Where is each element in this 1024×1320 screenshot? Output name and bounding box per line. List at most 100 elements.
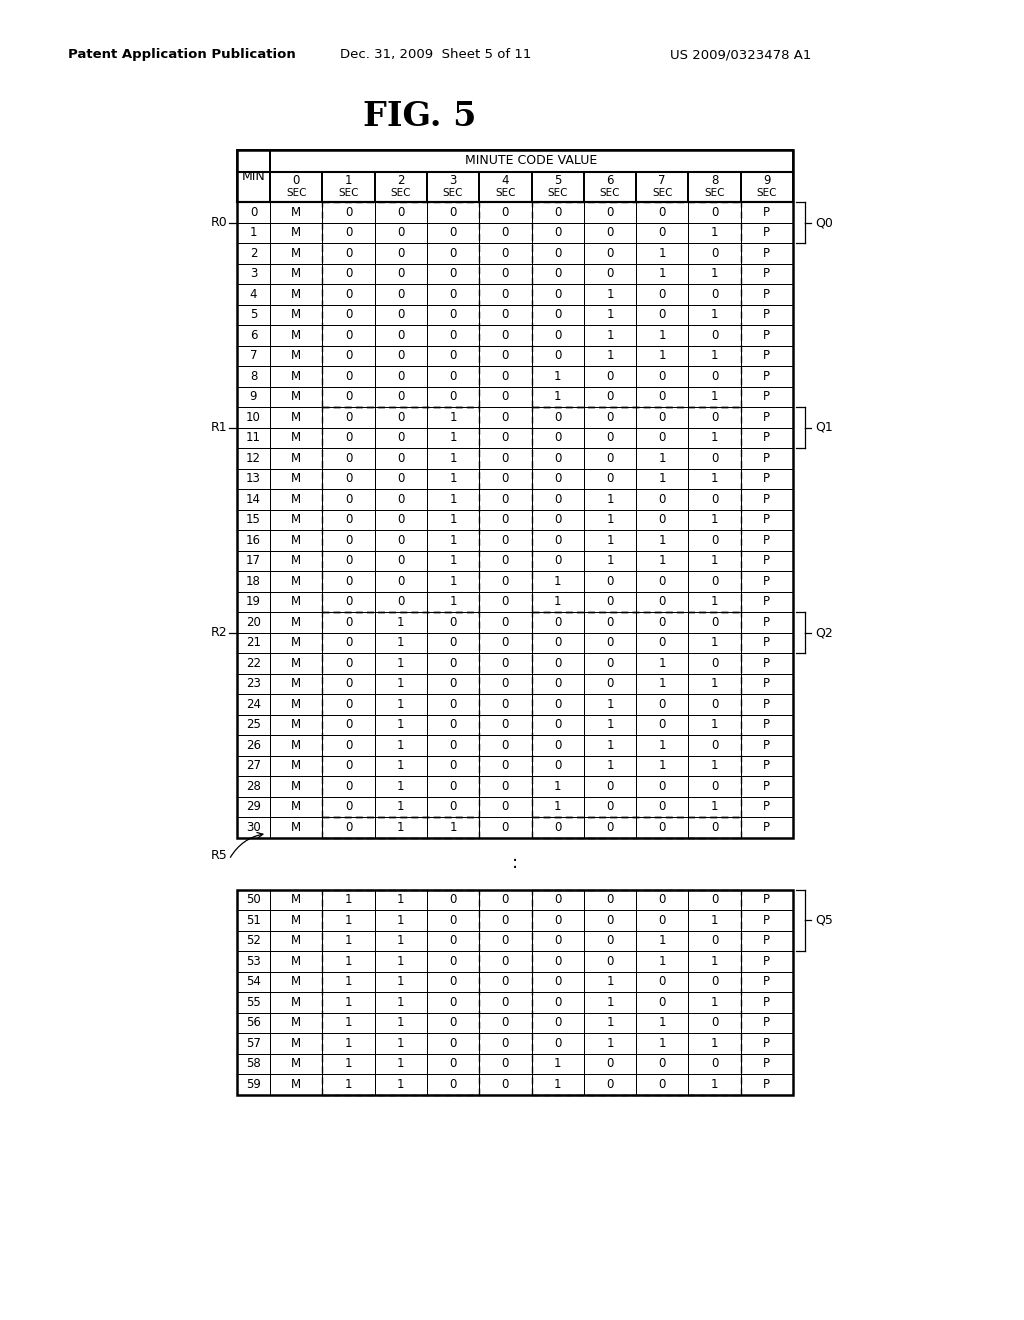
Bar bbox=[323, 776, 375, 796]
Bar bbox=[584, 264, 636, 284]
Text: M: M bbox=[291, 1077, 301, 1090]
Bar bbox=[323, 931, 375, 950]
Bar bbox=[479, 890, 531, 909]
Text: 1: 1 bbox=[711, 350, 718, 362]
Bar bbox=[584, 694, 636, 714]
Text: 0: 0 bbox=[606, 780, 613, 793]
Bar bbox=[740, 1034, 793, 1053]
Bar bbox=[479, 673, 531, 694]
Bar bbox=[688, 735, 740, 755]
Bar bbox=[740, 776, 793, 796]
Text: 0: 0 bbox=[293, 174, 300, 187]
Bar bbox=[740, 931, 793, 950]
Bar bbox=[479, 387, 531, 407]
Bar bbox=[688, 1034, 740, 1053]
Text: 0: 0 bbox=[450, 615, 457, 628]
Text: 0: 0 bbox=[711, 975, 718, 989]
Bar bbox=[531, 1074, 584, 1094]
Bar bbox=[636, 202, 688, 223]
Text: 0: 0 bbox=[397, 370, 404, 383]
Text: 0: 0 bbox=[711, 288, 718, 301]
Bar bbox=[427, 447, 479, 469]
Text: 1: 1 bbox=[658, 329, 666, 342]
Text: P: P bbox=[763, 975, 770, 989]
Bar bbox=[740, 469, 793, 488]
Bar bbox=[531, 387, 584, 407]
Bar bbox=[531, 931, 584, 950]
Text: 30: 30 bbox=[246, 821, 261, 834]
Bar bbox=[688, 591, 740, 612]
Text: 0: 0 bbox=[450, 677, 457, 690]
Bar bbox=[427, 591, 479, 612]
Text: 4: 4 bbox=[502, 174, 509, 187]
Text: SEC: SEC bbox=[390, 187, 411, 198]
Bar bbox=[270, 714, 323, 735]
Text: 0: 0 bbox=[554, 759, 561, 772]
Text: 1: 1 bbox=[397, 780, 404, 793]
Bar bbox=[375, 325, 427, 346]
Text: 1: 1 bbox=[345, 894, 352, 907]
Bar bbox=[237, 488, 270, 510]
Bar bbox=[740, 223, 793, 243]
Text: 0: 0 bbox=[606, 1057, 613, 1071]
Bar bbox=[270, 243, 323, 264]
Bar bbox=[636, 469, 688, 488]
Bar bbox=[688, 488, 740, 510]
Text: SEC: SEC bbox=[286, 187, 306, 198]
Bar bbox=[531, 550, 584, 572]
Text: 0: 0 bbox=[345, 473, 352, 486]
Text: 0: 0 bbox=[502, 636, 509, 649]
Text: 0: 0 bbox=[397, 432, 404, 445]
Text: 1: 1 bbox=[711, 595, 718, 609]
Text: 0: 0 bbox=[554, 513, 561, 527]
Text: 16: 16 bbox=[246, 533, 261, 546]
Bar bbox=[323, 510, 375, 531]
Bar bbox=[427, 243, 479, 264]
Text: P: P bbox=[763, 800, 770, 813]
Text: 1: 1 bbox=[397, 800, 404, 813]
Text: M: M bbox=[291, 1057, 301, 1071]
Text: SEC: SEC bbox=[548, 187, 568, 198]
Bar bbox=[270, 673, 323, 694]
Bar bbox=[636, 284, 688, 305]
Text: 1: 1 bbox=[711, 759, 718, 772]
Text: R0: R0 bbox=[210, 216, 227, 228]
Bar bbox=[323, 447, 375, 469]
Bar bbox=[270, 346, 323, 366]
Text: 0: 0 bbox=[554, 1016, 561, 1030]
Bar bbox=[740, 572, 793, 591]
Bar bbox=[237, 510, 270, 531]
Text: 0: 0 bbox=[450, 657, 457, 669]
Text: 0: 0 bbox=[345, 718, 352, 731]
Text: 1: 1 bbox=[450, 554, 457, 568]
Text: 0: 0 bbox=[345, 267, 352, 280]
Text: 1: 1 bbox=[658, 473, 666, 486]
Bar bbox=[270, 694, 323, 714]
Bar bbox=[427, 366, 479, 387]
Text: 0: 0 bbox=[450, 913, 457, 927]
Bar bbox=[237, 550, 270, 572]
Bar bbox=[688, 550, 740, 572]
Text: 1: 1 bbox=[397, 615, 404, 628]
Text: M: M bbox=[291, 615, 301, 628]
Text: 1: 1 bbox=[711, 995, 718, 1008]
Bar bbox=[323, 469, 375, 488]
Bar bbox=[531, 243, 584, 264]
Text: 0: 0 bbox=[397, 574, 404, 587]
Bar bbox=[427, 223, 479, 243]
Bar bbox=[636, 612, 688, 632]
Text: P: P bbox=[763, 554, 770, 568]
Text: 0: 0 bbox=[658, 698, 666, 710]
Bar bbox=[636, 673, 688, 694]
Bar bbox=[636, 1012, 688, 1034]
Bar bbox=[531, 817, 584, 837]
Bar bbox=[740, 755, 793, 776]
Text: 0: 0 bbox=[397, 206, 404, 219]
Text: P: P bbox=[763, 913, 770, 927]
Bar bbox=[270, 488, 323, 510]
Bar bbox=[740, 202, 793, 223]
Bar bbox=[479, 172, 531, 202]
Text: 0: 0 bbox=[397, 473, 404, 486]
Text: 1: 1 bbox=[658, 935, 666, 948]
Text: 0: 0 bbox=[554, 267, 561, 280]
